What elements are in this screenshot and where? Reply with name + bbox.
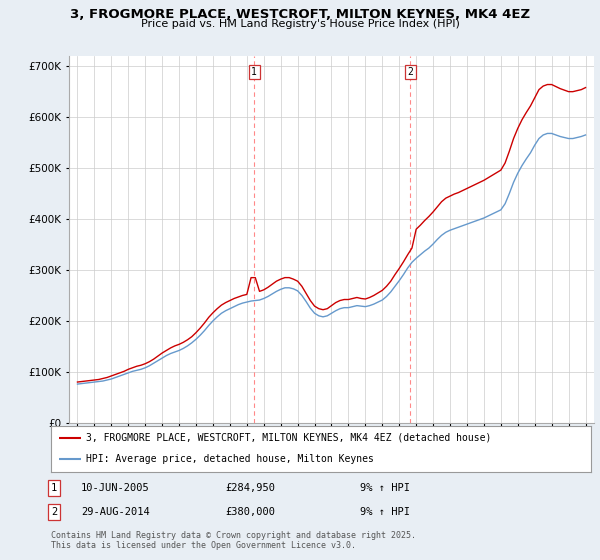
Text: 2: 2 — [407, 67, 413, 77]
Text: 3, FROGMORE PLACE, WESTCROFT, MILTON KEYNES, MK4 4EZ (detached house): 3, FROGMORE PLACE, WESTCROFT, MILTON KEY… — [86, 433, 491, 443]
Text: Contains HM Land Registry data © Crown copyright and database right 2025.
This d: Contains HM Land Registry data © Crown c… — [51, 531, 416, 550]
Text: 1: 1 — [51, 483, 57, 493]
Text: 29-AUG-2014: 29-AUG-2014 — [81, 507, 150, 517]
Text: 9% ↑ HPI: 9% ↑ HPI — [360, 507, 410, 517]
Text: 1: 1 — [251, 67, 257, 77]
Text: 9% ↑ HPI: 9% ↑ HPI — [360, 483, 410, 493]
Text: HPI: Average price, detached house, Milton Keynes: HPI: Average price, detached house, Milt… — [86, 454, 374, 464]
Text: 3, FROGMORE PLACE, WESTCROFT, MILTON KEYNES, MK4 4EZ: 3, FROGMORE PLACE, WESTCROFT, MILTON KEY… — [70, 8, 530, 21]
Text: 2: 2 — [51, 507, 57, 517]
Text: £284,950: £284,950 — [225, 483, 275, 493]
Text: £380,000: £380,000 — [225, 507, 275, 517]
Text: 10-JUN-2005: 10-JUN-2005 — [81, 483, 150, 493]
Text: Price paid vs. HM Land Registry's House Price Index (HPI): Price paid vs. HM Land Registry's House … — [140, 19, 460, 29]
